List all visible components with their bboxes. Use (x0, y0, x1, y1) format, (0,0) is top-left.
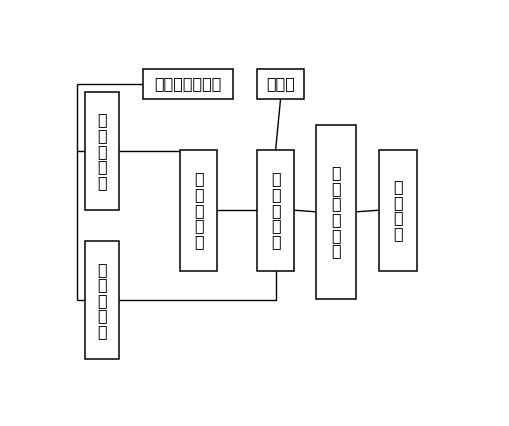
Bar (257, 150, 294, 271)
Text: 运
算
模
块: 运 算 模 块 (393, 179, 403, 241)
Text: 待
测
电
能
表: 待 测 电 能 表 (97, 112, 107, 190)
Text: 字
符
识
别
模
块: 字 符 识 别 模 块 (331, 165, 341, 258)
Bar (86, 92, 119, 210)
Bar (180, 150, 217, 271)
Text: 可
编
程
控
制: 可 编 程 控 制 (271, 172, 280, 249)
Text: 高
速
摄
像
机: 高 速 摄 像 机 (194, 172, 204, 249)
Bar (379, 150, 417, 271)
Text: 钳形电流互感器: 钳形电流互感器 (154, 76, 221, 92)
Bar (316, 125, 355, 299)
Bar (257, 69, 304, 99)
Bar (143, 69, 233, 99)
Text: 标
准
电
能
表: 标 准 电 能 表 (97, 262, 107, 339)
Bar (86, 242, 119, 360)
Text: 显示屏: 显示屏 (266, 76, 295, 92)
